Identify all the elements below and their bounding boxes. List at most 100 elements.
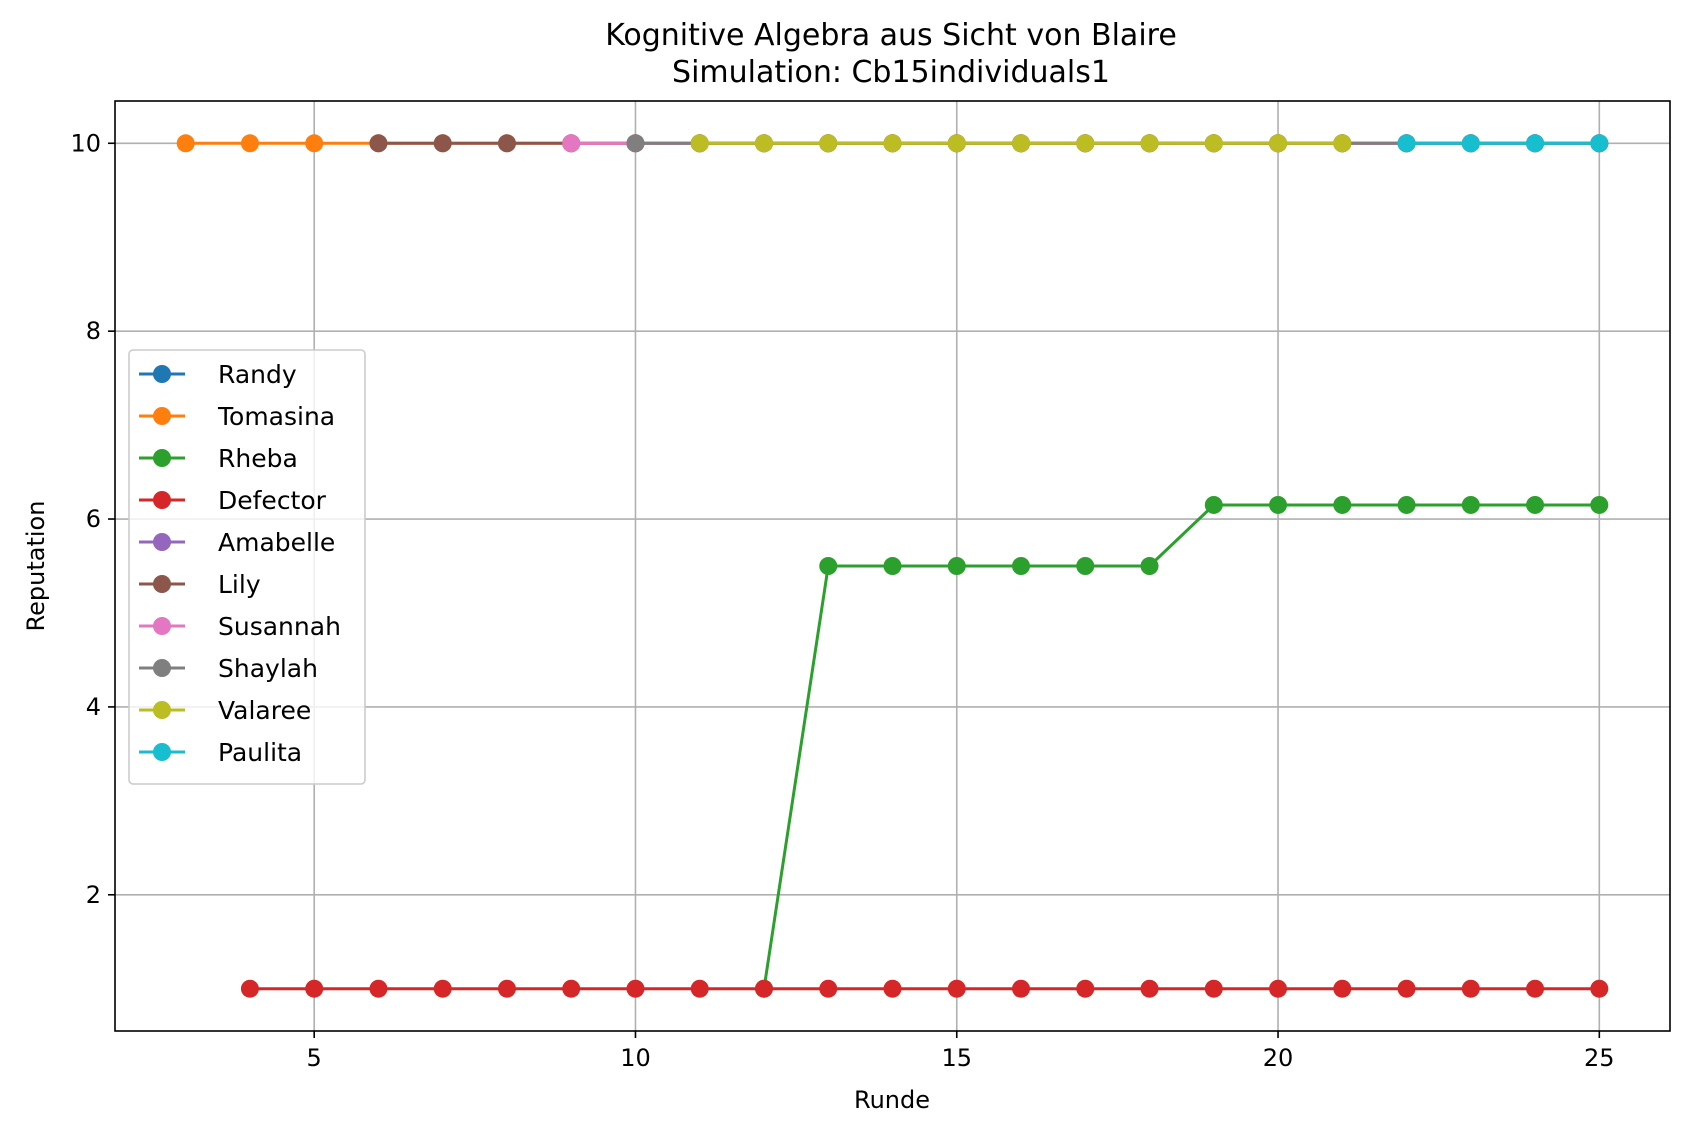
data-point-valaree bbox=[1012, 134, 1031, 153]
legend-marker bbox=[153, 743, 171, 761]
data-point-rheba bbox=[1461, 495, 1480, 514]
legend-entry: Rheba bbox=[139, 444, 298, 473]
data-point-lily bbox=[433, 134, 452, 153]
data-point-defector bbox=[690, 979, 709, 998]
data-point-defector bbox=[562, 979, 581, 998]
legend-marker bbox=[153, 701, 171, 719]
series-defector bbox=[240, 979, 1609, 998]
legend-label: Rheba bbox=[218, 444, 298, 473]
data-point-defector bbox=[1204, 979, 1223, 998]
data-point-paulita bbox=[1526, 134, 1545, 153]
y-tick-label: 2 bbox=[86, 881, 101, 909]
data-point-valaree bbox=[754, 134, 773, 153]
chart-title: Kognitive Algebra aus Sicht von Blaire bbox=[605, 18, 1177, 53]
data-point-defector bbox=[433, 979, 452, 998]
legend-marker bbox=[153, 449, 171, 467]
legend-entry: Susannah bbox=[139, 612, 341, 641]
legend-label: Valaree bbox=[218, 696, 311, 725]
legend-entry: Lily bbox=[139, 570, 261, 599]
legend-label: Tomasina bbox=[217, 402, 335, 431]
chart-subtitle: Simulation: Cb15individuals1 bbox=[672, 55, 1110, 90]
data-point-rheba bbox=[819, 557, 838, 575]
data-point-defector bbox=[240, 979, 259, 998]
y-axis-label: Reputation bbox=[22, 501, 50, 632]
x-tick-label: 20 bbox=[1263, 1044, 1294, 1072]
data-point-defector bbox=[1076, 979, 1095, 998]
plot-series bbox=[176, 134, 1609, 998]
legend-entry: Paulita bbox=[139, 738, 302, 767]
legend-entry: Randy bbox=[139, 360, 297, 389]
data-point-valaree bbox=[1333, 134, 1352, 153]
data-point-valaree bbox=[690, 134, 709, 153]
data-point-tomasina bbox=[176, 134, 195, 153]
legend-box bbox=[128, 349, 366, 785]
y-tick-label: 8 bbox=[86, 317, 101, 345]
data-point-defector bbox=[819, 979, 838, 998]
data-point-valaree bbox=[883, 134, 902, 153]
x-tick-label: 25 bbox=[1584, 1044, 1615, 1072]
data-point-rheba bbox=[1590, 495, 1609, 514]
x-tick-label: 5 bbox=[307, 1044, 322, 1072]
legend-marker bbox=[153, 617, 171, 635]
legend-label: Paulita bbox=[218, 738, 302, 767]
y-tick-label: 4 bbox=[86, 693, 101, 721]
legend-marker bbox=[153, 659, 171, 677]
data-point-defector bbox=[1526, 979, 1545, 998]
axis-ticks: 5 10 15 20 25 2 4 6 8 10 bbox=[70, 129, 1614, 1072]
data-point-defector bbox=[1269, 979, 1288, 998]
data-point-defector bbox=[1397, 979, 1416, 998]
series-line-rheba bbox=[762, 503, 1600, 989]
legend-marker bbox=[153, 533, 171, 551]
plot-frame bbox=[114, 100, 1671, 1032]
legend-entry: Valaree bbox=[139, 696, 311, 725]
data-point-rheba bbox=[1012, 557, 1031, 575]
data-point-lily bbox=[497, 134, 516, 153]
data-point-valaree bbox=[819, 134, 838, 153]
data-point-valaree bbox=[1076, 134, 1095, 153]
data-point-lily bbox=[369, 134, 388, 153]
data-point-defector bbox=[1140, 979, 1159, 998]
data-point-defector bbox=[947, 979, 966, 998]
legend-label: Shaylah bbox=[218, 654, 318, 683]
data-point-susannah bbox=[562, 134, 581, 153]
data-point-shaylah bbox=[626, 134, 645, 153]
data-point-defector bbox=[883, 979, 902, 998]
legend-label: Susannah bbox=[218, 612, 341, 641]
series-valaree bbox=[690, 134, 1352, 153]
data-point-rheba bbox=[1333, 495, 1352, 514]
data-point-rheba bbox=[1204, 495, 1223, 514]
data-point-valaree bbox=[1204, 134, 1223, 153]
data-point-paulita bbox=[1461, 134, 1480, 153]
y-tick-label: 10 bbox=[70, 129, 101, 157]
data-point-defector bbox=[1333, 979, 1352, 998]
data-point-defector bbox=[626, 979, 645, 998]
data-point-defector bbox=[369, 979, 388, 998]
x-axis-label: Runde bbox=[854, 1086, 930, 1114]
data-point-defector bbox=[1461, 979, 1480, 998]
series-rheba bbox=[754, 495, 1609, 998]
legend-marker bbox=[153, 491, 171, 509]
data-point-valaree bbox=[947, 134, 966, 153]
data-point-defector bbox=[1012, 979, 1031, 998]
data-point-rheba bbox=[1140, 557, 1159, 575]
x-tick-label: 15 bbox=[941, 1044, 972, 1072]
data-point-paulita bbox=[1590, 134, 1609, 153]
series-paulita bbox=[1397, 134, 1609, 153]
data-point-paulita bbox=[1397, 134, 1416, 153]
data-point-tomasina bbox=[305, 134, 324, 153]
data-point-valaree bbox=[1269, 134, 1288, 153]
data-point-rheba bbox=[1269, 495, 1288, 514]
legend: Randy Tomasina Rheba Defector Amabelle Lily Su… bbox=[128, 349, 366, 785]
data-point-defector bbox=[1590, 979, 1609, 998]
legend-label: Randy bbox=[218, 360, 297, 389]
legend-entry: Defector bbox=[139, 486, 327, 515]
legend-marker bbox=[153, 575, 171, 593]
x-tick-label: 10 bbox=[620, 1044, 651, 1072]
legend-entry: Shaylah bbox=[139, 654, 318, 683]
legend-entry: Tomasina bbox=[139, 402, 335, 431]
data-point-valaree bbox=[1140, 134, 1159, 153]
legend-entry: Amabelle bbox=[139, 528, 335, 557]
data-point-defector bbox=[497, 979, 516, 998]
data-point-defector bbox=[305, 979, 324, 998]
